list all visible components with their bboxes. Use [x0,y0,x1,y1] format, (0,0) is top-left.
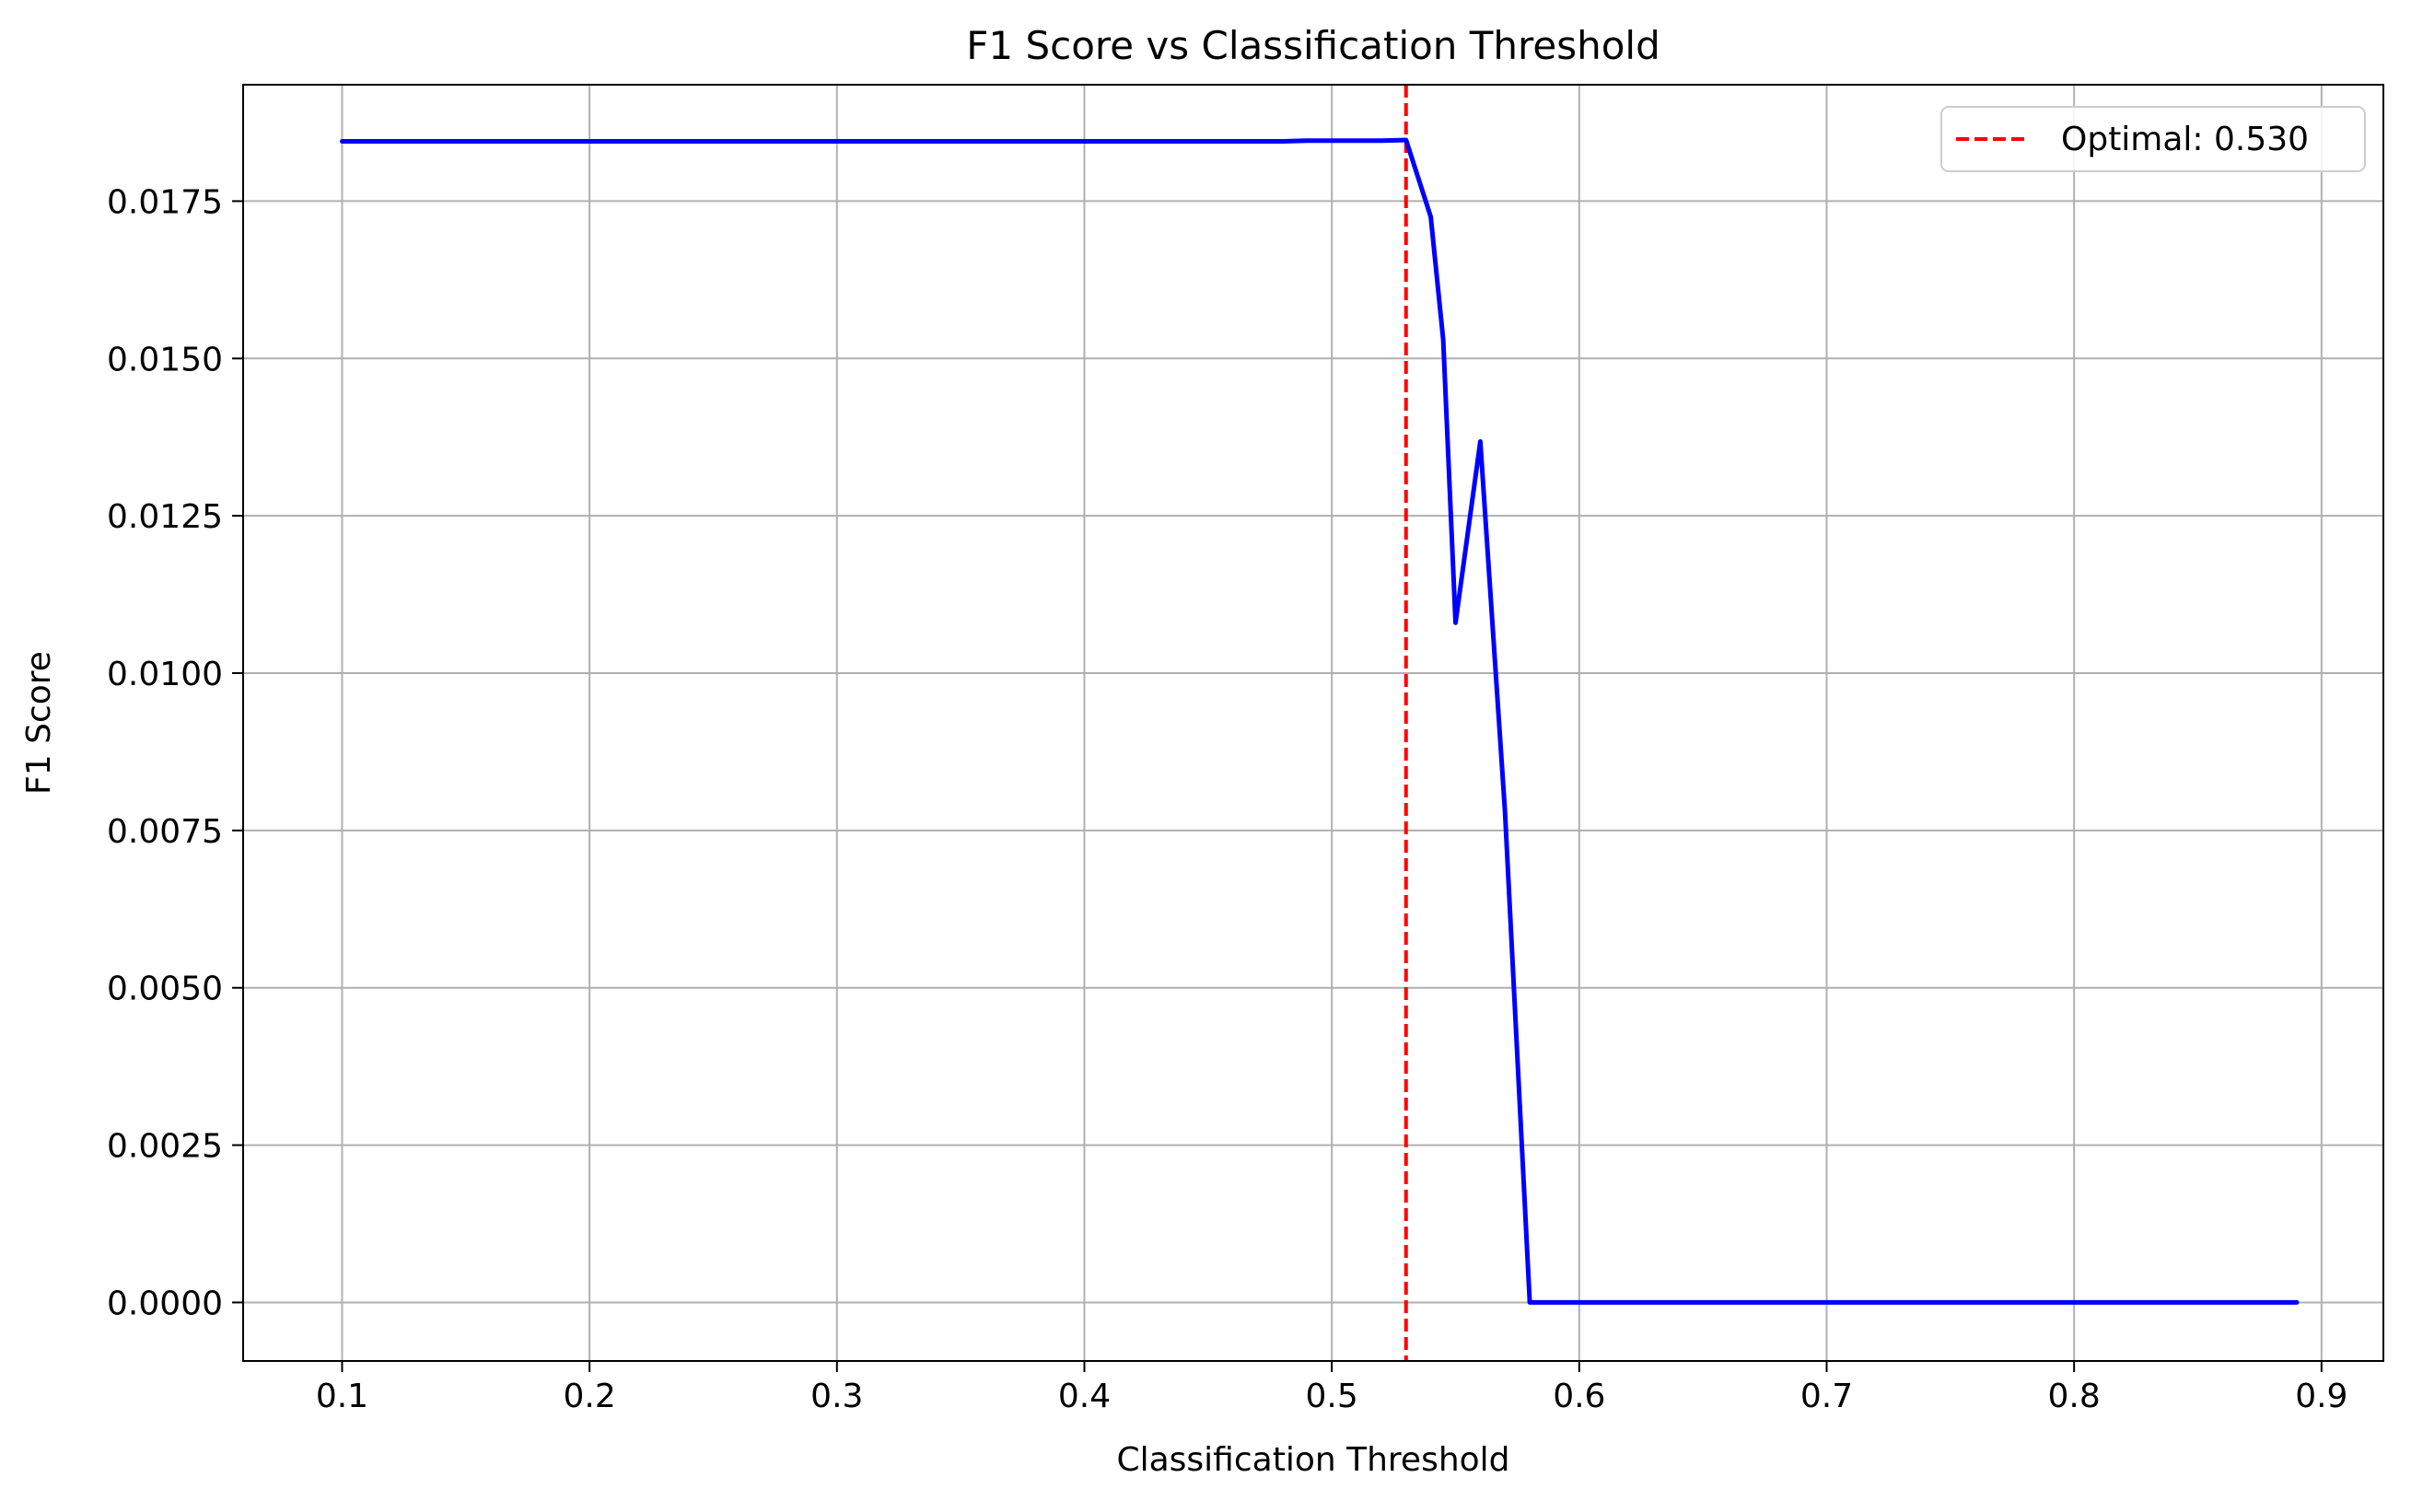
y-tick-label: 0.0150 [107,341,223,378]
y-tick-label: 0.0075 [107,813,223,851]
legend-box [1940,106,2366,172]
y-axis-label: F1 Score [20,651,58,795]
x-tick-label: 0.5 [1306,1378,1358,1415]
y-tick-label: 0.0025 [107,1128,223,1166]
x-tick-label: 0.3 [810,1378,863,1415]
y-tick-label: 0.0050 [107,971,223,1008]
plot-frame [242,84,2384,1362]
legend-label-optimal: Optimal: 0.530 [2061,121,2309,158]
y-tick-label: 0.0175 [107,183,223,221]
y-tick-label: 0.0000 [107,1285,223,1322]
legend: Optimal: 0.530 [1940,106,2366,172]
f1-score-line [340,137,2300,1305]
x-tick-label: 0.9 [2295,1378,2347,1415]
y-tick-label: 0.0100 [107,656,223,693]
y-tick-label: 0.0125 [107,498,223,536]
x-axis-label: Classification Threshold [1116,1441,1509,1479]
x-tick-label: 0.6 [1553,1378,1605,1415]
x-tick-label: 0.7 [1800,1378,1853,1415]
chart-title: F1 Score vs Classification Threshold [966,23,1660,68]
x-tick-label: 0.1 [316,1378,368,1415]
x-tick-label: 0.4 [1058,1378,1111,1415]
x-tick-label: 0.8 [2048,1378,2101,1415]
x-tick-label: 0.2 [564,1378,616,1415]
